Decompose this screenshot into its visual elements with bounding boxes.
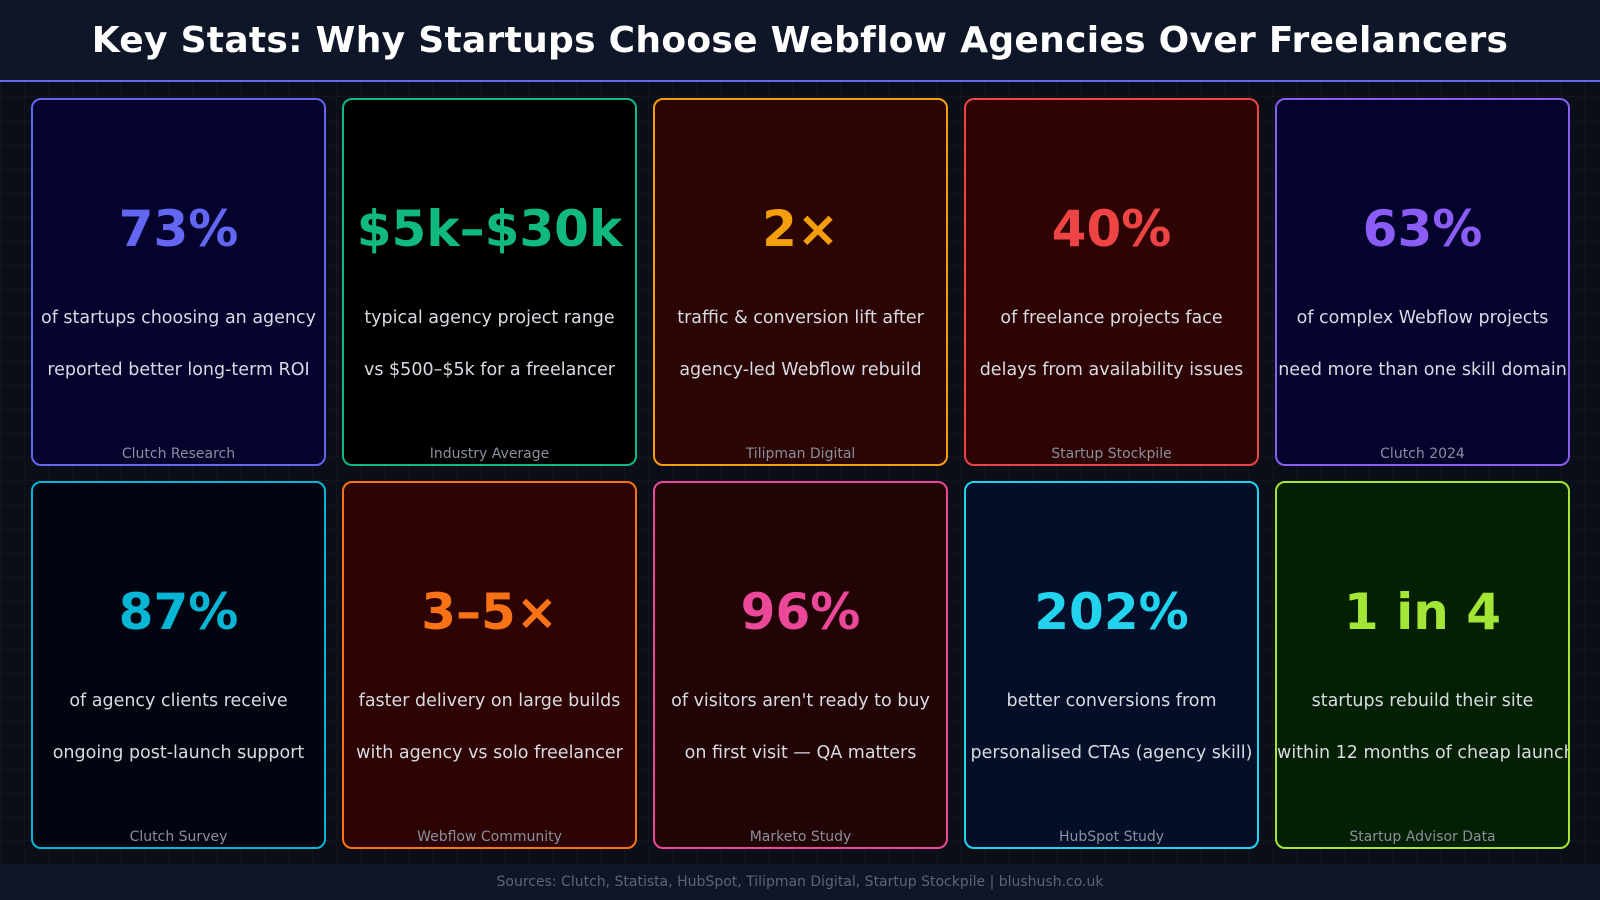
stat-source: Startup Advisor Data: [1349, 829, 1496, 845]
stat-description-line: on first visit — QA matters: [684, 743, 917, 763]
stat-description-line: need more than one skill domain: [1278, 360, 1567, 380]
stat-source: Industry Average: [429, 446, 550, 462]
stat-description-line: of complex Webflow projects: [1296, 308, 1549, 328]
stat-description-line: of freelance projects face: [1000, 308, 1223, 328]
stat-description-line: vs $500–$5k for a freelancer: [364, 360, 615, 380]
stat-card: 202% better conversions from personalise…: [964, 481, 1259, 849]
stat-description-line: ongoing post-launch support: [52, 743, 305, 763]
stat-description-line: with agency vs solo freelancer: [356, 743, 623, 763]
stat-description-line: of visitors aren't ready to buy: [671, 691, 930, 711]
stat-description-line: reported better long-term ROI: [47, 360, 310, 380]
stat-card: 2× traffic & conversion lift after agenc…: [653, 98, 948, 466]
stat-description-line: agency-led Webflow rebuild: [679, 360, 922, 380]
stat-source: Clutch Research: [121, 446, 236, 462]
stat-card: 96% of visitors aren't ready to buy on f…: [653, 481, 948, 849]
sources-text: Sources: Clutch, Statista, HubSpot, Tili…: [496, 874, 1104, 890]
stat-value: 63%: [1362, 200, 1483, 258]
stat-card: 63% of complex Webflow projects need mor…: [1275, 98, 1570, 466]
stat-description-line: typical agency project range: [364, 308, 615, 328]
stat-value: 3–5×: [421, 583, 558, 641]
stat-card: 40% of freelance projects face delays fr…: [964, 98, 1259, 466]
stat-value: $5k–$30k: [356, 200, 623, 258]
stat-description-line: delays from availability issues: [979, 360, 1244, 380]
stat-card: 87% of agency clients receive ongoing po…: [31, 481, 326, 849]
stat-value: 96%: [740, 583, 861, 641]
stat-description-line: of agency clients receive: [69, 691, 288, 711]
stat-card: $5k–$30k typical agency project range vs…: [342, 98, 637, 466]
sources-footer: Sources: Clutch, Statista, HubSpot, Tili…: [0, 864, 1600, 900]
stat-description-line: startups rebuild their site: [1311, 691, 1534, 711]
page-title: Key Stats: Why Startups Choose Webflow A…: [91, 19, 1509, 61]
stat-card: 3–5× faster delivery on large builds wit…: [342, 481, 637, 849]
stat-description-line: personalised CTAs (agency skill): [970, 743, 1253, 763]
stat-source: HubSpot Study: [1059, 829, 1164, 845]
stat-source: Tilipman Digital: [745, 446, 856, 462]
stat-source: Clutch Survey: [129, 829, 228, 845]
stat-source: Clutch 2024: [1380, 446, 1465, 462]
stats-grid: 73% of startups choosing an agency repor…: [31, 98, 1570, 849]
stat-value: 202%: [1034, 583, 1189, 641]
page-header: Key Stats: Why Startups Choose Webflow A…: [0, 0, 1600, 82]
stat-value: 87%: [118, 583, 239, 641]
stat-description-line: within 12 months of cheap launch: [1277, 743, 1570, 763]
stat-source: Startup Stockpile: [1051, 446, 1172, 462]
stat-description-line: traffic & conversion lift after: [677, 308, 924, 328]
stat-description-line: better conversions from: [1006, 691, 1217, 711]
stat-source: Marketo Study: [749, 829, 852, 845]
stat-card: 73% of startups choosing an agency repor…: [31, 98, 326, 466]
stat-description-line: faster delivery on large builds: [358, 691, 621, 711]
stat-value: 2×: [762, 200, 839, 258]
stat-value: 40%: [1051, 200, 1172, 258]
stat-description-line: of startups choosing an agency: [41, 308, 316, 328]
stat-source: Webflow Community: [417, 829, 562, 845]
stat-value: 73%: [118, 200, 239, 258]
stat-card: 1 in 4 startups rebuild their site withi…: [1275, 481, 1570, 849]
stat-value: 1 in 4: [1343, 583, 1502, 641]
